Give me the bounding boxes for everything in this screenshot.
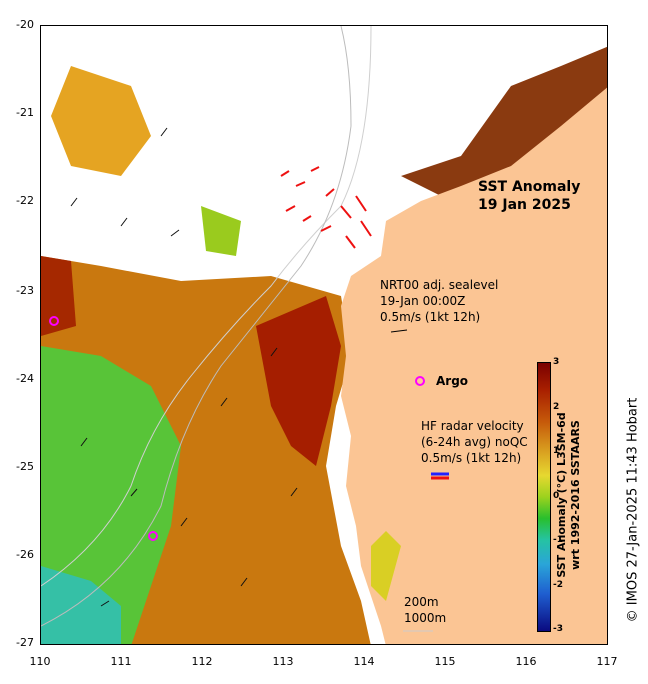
lon-tick-label: 113 — [272, 655, 294, 668]
lon-tick-label: 115 — [434, 655, 456, 668]
bathymetry-1000m — [41, 26, 352, 627]
colorbar-tick: 1 — [553, 446, 560, 456]
colorbar-tick: 3 — [553, 357, 560, 367]
anomaly-field-cool — [41, 566, 121, 644]
colorbar-title-line1: SST Anomaly (°C) L3SM-6d — [555, 412, 568, 578]
sst-map — [41, 26, 607, 644]
lon-tick-label: 116 — [515, 655, 537, 668]
colorbar-tick: 0 — [553, 491, 560, 501]
map-title: SST Anomaly 19 Jan 2025 — [478, 178, 580, 214]
colorbar-tick: -2 — [553, 580, 563, 590]
sealevel-velocity-arrows — [70, 127, 298, 607]
sealevel-legend: NRT00 adj. sealevel 19-Jan 00:00Z 0.5m/s… — [380, 277, 498, 325]
lon-tick-label: 114 — [353, 655, 375, 668]
credit-text: © IMOS 27-Jan-2025 11:43 Hobart — [625, 397, 641, 623]
sealevel-scale-arrow — [390, 329, 408, 333]
lat-tick-label: -27 — [16, 636, 34, 649]
anomaly-patch-mid — [201, 206, 241, 256]
anomaly-field-hot — [256, 296, 341, 466]
lon-tick-label: 112 — [191, 655, 213, 668]
hf-radar-legend: HF radar velocity (6-24h avg) noQC 0.5m/… — [421, 418, 528, 466]
anomaly-patch-north — [51, 66, 151, 176]
anomaly-field-neutral — [41, 346, 181, 644]
map-panel[interactable] — [40, 25, 608, 645]
bathymetry-200m — [41, 26, 372, 587]
lon-tick-label: 110 — [29, 655, 51, 668]
lon-tick-label: 117 — [596, 655, 618, 668]
colorbar-tick: -1 — [553, 535, 563, 545]
argo-legend-marker — [415, 376, 425, 386]
colorbar-tick: -3 — [553, 624, 563, 634]
argo-float-south[interactable] — [148, 531, 158, 541]
hf-radar-legend-line2: (6-24h avg) noQC — [421, 435, 528, 449]
argo-float-west[interactable] — [49, 316, 59, 326]
shark-bay-patch — [371, 531, 401, 601]
sealevel-legend-line1: NRT00 adj. sealevel — [380, 278, 499, 292]
anomaly-patch-west — [41, 256, 76, 336]
bathymetry-legend-200m: 200m — [404, 595, 439, 609]
sealevel-legend-line3: 0.5m/s (1kt 12h) — [380, 310, 481, 324]
lat-tick-label: -22 — [16, 194, 34, 207]
anomaly-patch-coast — [401, 46, 607, 196]
lat-tick-label: -23 — [16, 284, 34, 297]
argo-legend-label: Argo — [436, 374, 469, 388]
hf-radar-legend-line3: 0.5m/s (1kt 12h) — [421, 451, 522, 465]
sealevel-legend-line2: 19-Jan 00:00Z — [380, 294, 466, 308]
lat-tick-label: -25 — [16, 460, 34, 473]
colorbar-tick: 2 — [553, 402, 560, 412]
hf-radar-vectors — [280, 166, 372, 249]
colorbar-title-line2: wrt 1992-2016 SSTAARS — [569, 420, 582, 570]
bathymetry-legend-1000m: 1000m — [404, 611, 447, 625]
lat-tick-label: -21 — [16, 106, 34, 119]
bathymetry-legend: 200m 1000m — [404, 594, 446, 626]
map-title-line1: SST Anomaly — [478, 179, 581, 195]
lat-tick-label: -24 — [16, 372, 34, 385]
map-title-line2: 19 Jan 2025 — [478, 197, 571, 213]
lat-tick-label: -20 — [16, 18, 34, 31]
lon-tick-label: 111 — [110, 655, 132, 668]
lat-tick-label: -26 — [16, 548, 34, 561]
colorbar — [537, 362, 551, 632]
colorbar-title: SST Anomaly (°C) L3SM-6d wrt 1992-2016 S… — [555, 412, 583, 577]
hf-radar-legend-line1: HF radar velocity — [421, 419, 524, 433]
